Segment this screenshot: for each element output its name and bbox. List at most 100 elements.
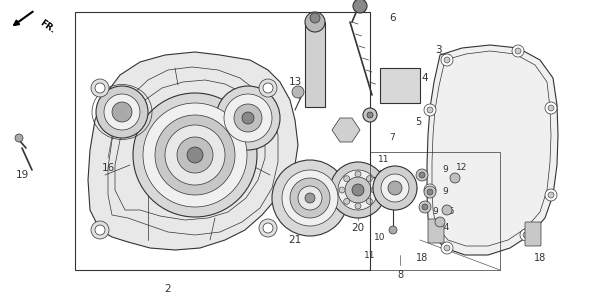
Text: 18: 18 (534, 253, 546, 263)
Circle shape (515, 48, 521, 54)
Text: 21: 21 (289, 235, 301, 245)
Circle shape (444, 245, 450, 251)
Circle shape (381, 174, 409, 202)
Circle shape (520, 229, 532, 241)
Circle shape (91, 221, 109, 239)
Circle shape (424, 184, 436, 196)
Bar (370, 152, 500, 270)
Circle shape (143, 103, 247, 207)
Circle shape (442, 205, 452, 215)
Circle shape (427, 189, 433, 195)
Text: 15: 15 (444, 207, 455, 216)
Circle shape (366, 176, 372, 182)
Circle shape (259, 79, 277, 97)
Text: 3: 3 (435, 45, 441, 55)
Circle shape (422, 204, 428, 210)
Bar (380, 68, 420, 103)
Polygon shape (427, 45, 558, 255)
Polygon shape (88, 52, 298, 250)
Circle shape (419, 172, 425, 178)
Circle shape (305, 193, 315, 203)
Text: 9: 9 (432, 207, 438, 216)
Text: 9: 9 (442, 166, 448, 175)
Circle shape (548, 105, 554, 111)
Circle shape (427, 107, 433, 113)
Text: 4: 4 (422, 73, 428, 83)
Circle shape (352, 184, 364, 196)
Circle shape (234, 104, 262, 132)
Circle shape (95, 83, 105, 93)
Circle shape (282, 170, 338, 226)
Polygon shape (332, 118, 360, 142)
Circle shape (545, 102, 557, 114)
Circle shape (133, 93, 257, 217)
Circle shape (290, 178, 330, 218)
Circle shape (424, 104, 436, 116)
Circle shape (419, 201, 431, 213)
Circle shape (310, 13, 320, 23)
Circle shape (338, 170, 378, 210)
Circle shape (15, 134, 23, 142)
Text: 11: 11 (378, 170, 390, 179)
Circle shape (545, 189, 557, 201)
Circle shape (96, 86, 148, 138)
Circle shape (355, 203, 361, 209)
Circle shape (95, 225, 105, 235)
Text: 10: 10 (374, 234, 386, 243)
Text: 20: 20 (352, 223, 365, 233)
Text: 2: 2 (165, 284, 171, 294)
Text: 12: 12 (456, 163, 468, 172)
Circle shape (389, 226, 397, 234)
FancyBboxPatch shape (525, 222, 541, 246)
Text: 16: 16 (101, 163, 114, 173)
Circle shape (339, 187, 345, 193)
Circle shape (441, 242, 453, 254)
Circle shape (345, 177, 371, 203)
Circle shape (263, 223, 273, 233)
Text: FR.: FR. (38, 19, 57, 36)
Circle shape (344, 198, 350, 204)
Text: 11: 11 (364, 250, 376, 259)
Circle shape (104, 94, 140, 130)
Bar (75, 12, 370, 270)
Circle shape (388, 181, 402, 195)
Circle shape (91, 79, 109, 97)
Circle shape (305, 12, 325, 32)
Circle shape (298, 186, 322, 210)
Circle shape (344, 176, 350, 182)
Text: 19: 19 (15, 170, 29, 180)
Text: 17: 17 (366, 178, 378, 187)
Circle shape (224, 94, 272, 142)
Circle shape (263, 83, 273, 93)
Circle shape (187, 147, 203, 163)
Circle shape (292, 86, 304, 98)
Bar (305, 22, 325, 107)
Circle shape (373, 166, 417, 210)
Circle shape (367, 112, 373, 118)
Circle shape (363, 108, 377, 122)
Circle shape (450, 173, 460, 183)
Circle shape (177, 137, 213, 173)
Circle shape (371, 187, 377, 193)
Circle shape (355, 171, 361, 177)
Circle shape (165, 125, 225, 185)
Circle shape (512, 45, 524, 57)
Circle shape (427, 187, 433, 193)
Text: 18: 18 (416, 253, 428, 263)
Text: 14: 14 (440, 222, 451, 231)
Circle shape (366, 198, 372, 204)
Circle shape (435, 217, 445, 227)
Text: 11: 11 (378, 156, 390, 165)
Circle shape (259, 219, 277, 237)
Text: 13: 13 (289, 77, 301, 87)
Circle shape (216, 86, 280, 150)
Text: 7: 7 (389, 134, 395, 142)
Text: 5: 5 (415, 117, 421, 127)
Circle shape (441, 54, 453, 66)
Circle shape (444, 57, 450, 63)
Circle shape (416, 169, 428, 181)
Text: 6: 6 (389, 13, 396, 23)
Circle shape (523, 232, 529, 238)
Circle shape (424, 186, 436, 198)
FancyBboxPatch shape (428, 219, 444, 243)
